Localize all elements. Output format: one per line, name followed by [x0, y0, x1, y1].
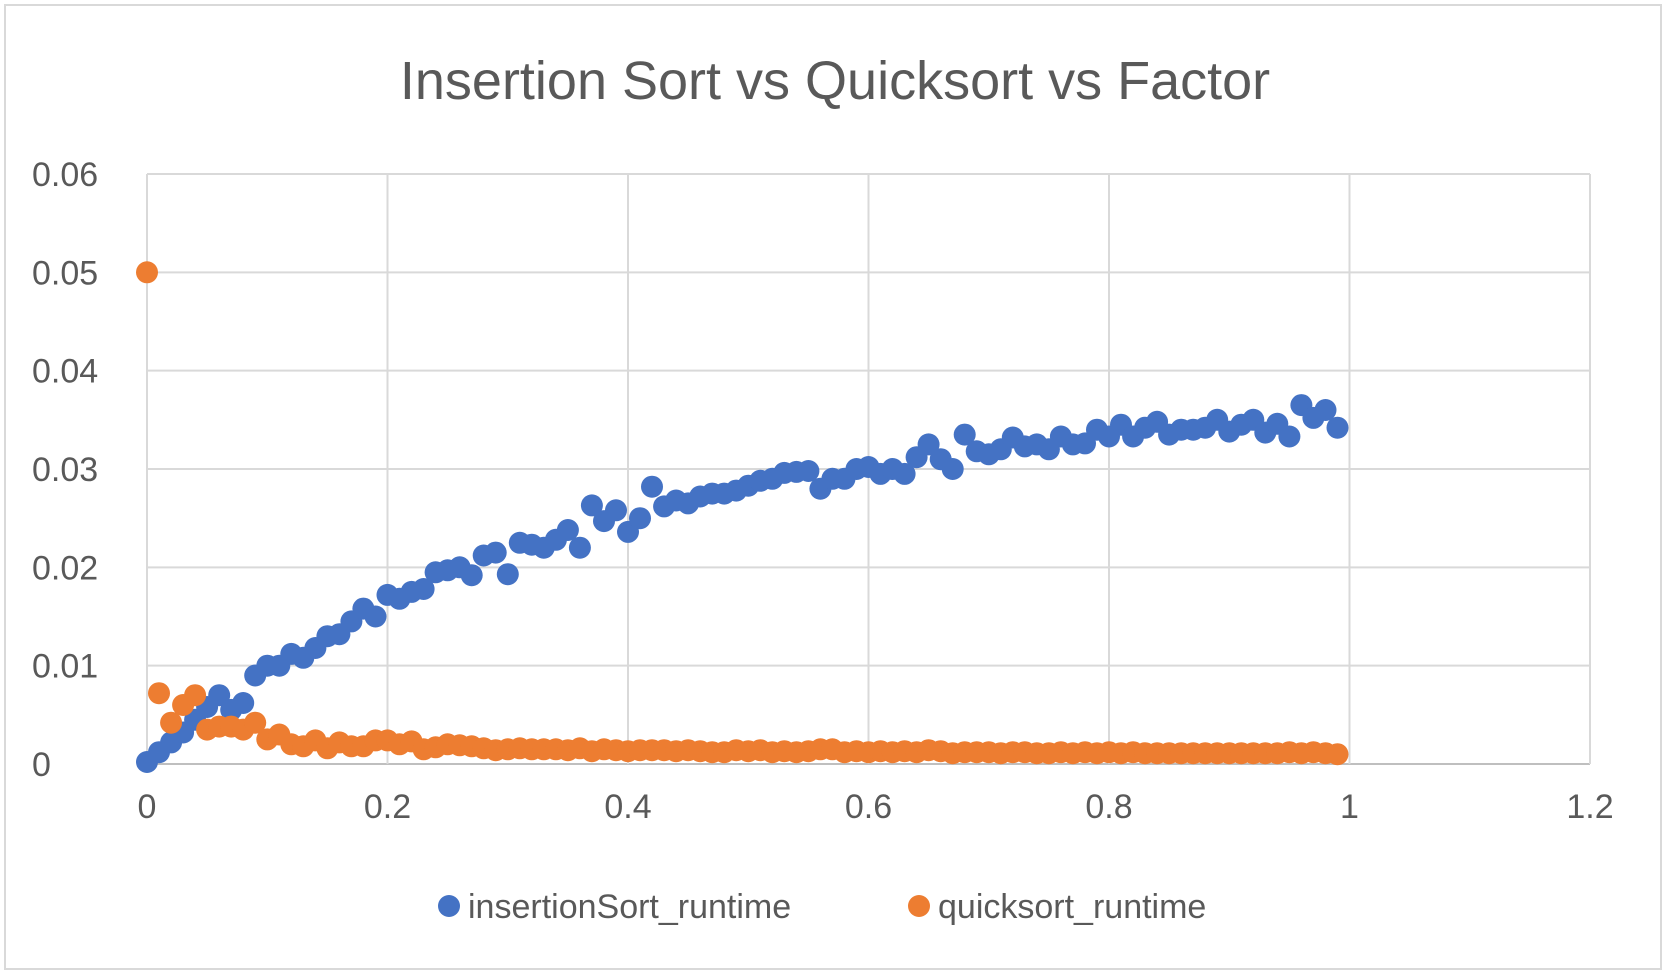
x-tick-label: 0.6 [845, 788, 892, 826]
y-tick-label: 0.01 [32, 648, 98, 686]
y-tick-label: 0.06 [32, 156, 98, 194]
data-point [797, 460, 820, 482]
legend-label: quicksort_runtime [938, 888, 1206, 926]
data-point [893, 462, 916, 485]
data-point [629, 507, 651, 530]
data-point [244, 711, 267, 734]
x-tick-label: 0 [138, 788, 157, 826]
data-point [232, 692, 255, 714]
data-point [136, 261, 158, 284]
x-tick-label: 0.2 [364, 788, 411, 826]
x-tick-label: 1.2 [1566, 788, 1613, 826]
scatter-chart: Insertion Sort vs Quicksort vs Factor 00… [32, 51, 1614, 926]
y-tick-label: 0.05 [32, 254, 98, 292]
data-point [460, 564, 483, 587]
data-point [917, 433, 940, 456]
data-point [208, 684, 231, 707]
series-insertionSort_runtime [136, 394, 1349, 773]
legend-label: insertionSort_runtime [468, 888, 791, 926]
data-point [484, 541, 507, 564]
chart-title: Insertion Sort vs Quicksort vs Factor [400, 51, 1270, 111]
data-point [184, 684, 207, 707]
data-point [1278, 425, 1301, 448]
data-point [580, 494, 603, 517]
data-point [1314, 399, 1337, 421]
y-tick-label: 0.04 [32, 353, 98, 391]
y-tick-label: 0 [32, 746, 51, 784]
data-point [496, 563, 519, 586]
data-point [1326, 416, 1349, 439]
x-tick-label: 1 [1340, 788, 1359, 826]
data-point [953, 423, 976, 446]
grid-lines [146, 173, 1591, 765]
x-tick-label: 0.4 [604, 788, 651, 826]
data-point [568, 536, 591, 559]
y-tick-label: 0.02 [32, 549, 98, 587]
y-tick-label: 0.03 [32, 451, 98, 489]
legend-marker [438, 895, 460, 917]
data-point [605, 499, 627, 522]
series-quicksort_runtime [136, 261, 1349, 766]
legend-marker [908, 895, 930, 917]
data-point [641, 475, 663, 498]
x-tick-label: 0.8 [1085, 788, 1132, 826]
data-point [941, 458, 964, 480]
legend: insertionSort_runtime quicksort_runtime [438, 888, 1206, 926]
data-point [160, 711, 183, 734]
data-point [1326, 743, 1349, 766]
axis-tick-labels: 0 0.01 0.02 0.03 0.04 0.05 0.06 0 0.2 0.4 0.6 0.8 1 1… [32, 156, 1614, 826]
data-point [148, 682, 170, 705]
data-point [364, 605, 387, 628]
data-points [136, 261, 1349, 773]
data-point [412, 578, 435, 600]
data-point [556, 519, 579, 541]
